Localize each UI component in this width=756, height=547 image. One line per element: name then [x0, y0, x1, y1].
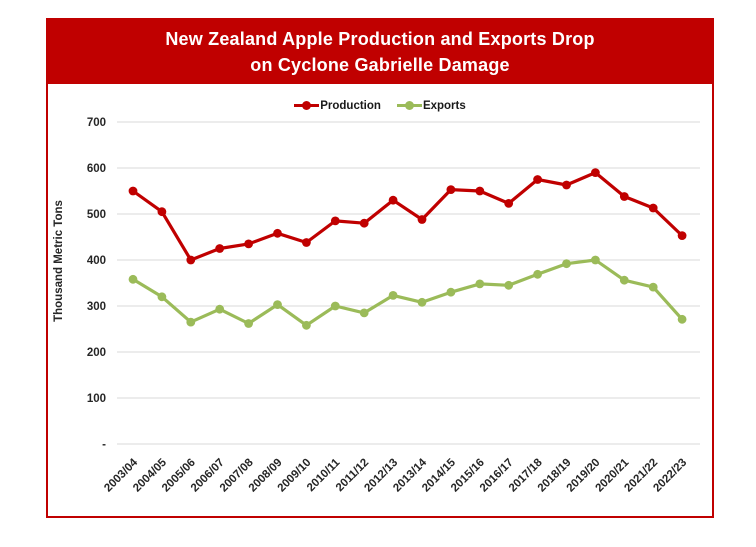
exports-marker [677, 314, 687, 324]
exports-marker [562, 259, 571, 269]
exports-marker [157, 292, 167, 302]
title-banner: New Zealand Apple Production and Exports… [48, 20, 712, 84]
production-marker [128, 186, 138, 196]
production-marker [648, 203, 658, 213]
y-axis-title: Thousand Metric Tons [53, 200, 65, 322]
exports-marker [330, 301, 340, 311]
legend-item-production: Production [294, 100, 381, 112]
production-legend-dot-icon [302, 101, 312, 110]
production-marker [302, 238, 311, 247]
y-tick-label: 400 [87, 255, 106, 267]
chart-frame: New Zealand Apple Production and Exports… [46, 18, 714, 518]
production-legend-marker-icon [294, 101, 320, 110]
legend-item-exports: Exports [396, 99, 466, 112]
production-marker [215, 244, 225, 253]
y-tick-label: 500 [87, 209, 106, 221]
exports-legend-dot-icon [404, 101, 414, 110]
production-marker [591, 168, 600, 177]
production-marker [157, 207, 167, 217]
production-marker [504, 199, 514, 208]
exports-marker [215, 304, 225, 314]
production-marker [244, 239, 254, 249]
exports-marker [591, 255, 600, 265]
production-line [131, 170, 684, 262]
y-tick-label: 200 [87, 347, 106, 359]
production-marker [677, 231, 687, 240]
exports-marker [128, 274, 138, 284]
production-marker [359, 218, 369, 228]
exports-marker [475, 279, 485, 289]
y-tick-label: 600 [87, 163, 106, 175]
exports-marker [446, 287, 456, 297]
legend: Production Exports [48, 97, 712, 114]
exports-marker [619, 275, 629, 285]
exports-marker [388, 291, 398, 300]
production-marker [186, 255, 196, 265]
production-marker [619, 192, 629, 201]
chart-title-line2: on Cyclone Gabrielle Damage [250, 55, 510, 75]
exports-marker [273, 300, 282, 309]
y-tick-label: 100 [87, 393, 106, 405]
legend-label-exports: Exports [422, 99, 466, 112]
production-marker [533, 175, 542, 184]
production-marker [388, 195, 398, 205]
exports-marker [504, 280, 514, 290]
production-marker [273, 228, 282, 238]
exports-marker [302, 320, 311, 330]
chart-title-line1: New Zealand Apple Production and Exports… [165, 29, 595, 49]
exports-marker [417, 297, 427, 307]
y-tick-label: 700 [87, 117, 106, 129]
exports-marker [533, 269, 542, 279]
exports-legend-marker-icon [396, 101, 422, 110]
exports-marker [244, 319, 254, 328]
exports-marker [359, 308, 369, 318]
legend-label-production: Production [320, 99, 381, 112]
production-marker [475, 186, 485, 196]
production-marker [446, 185, 456, 194]
production-marker [562, 180, 571, 190]
exports-line [131, 258, 684, 327]
y-tick-label: 300 [87, 301, 106, 313]
y-tick-label: - [102, 439, 106, 451]
exports-marker [648, 282, 658, 292]
production-marker [417, 215, 427, 224]
plot-svg: - 100 200 300 400 500 600 700 Thousand Metric To… [53, 117, 700, 495]
exports-marker [186, 317, 196, 327]
production-marker [330, 216, 340, 226]
